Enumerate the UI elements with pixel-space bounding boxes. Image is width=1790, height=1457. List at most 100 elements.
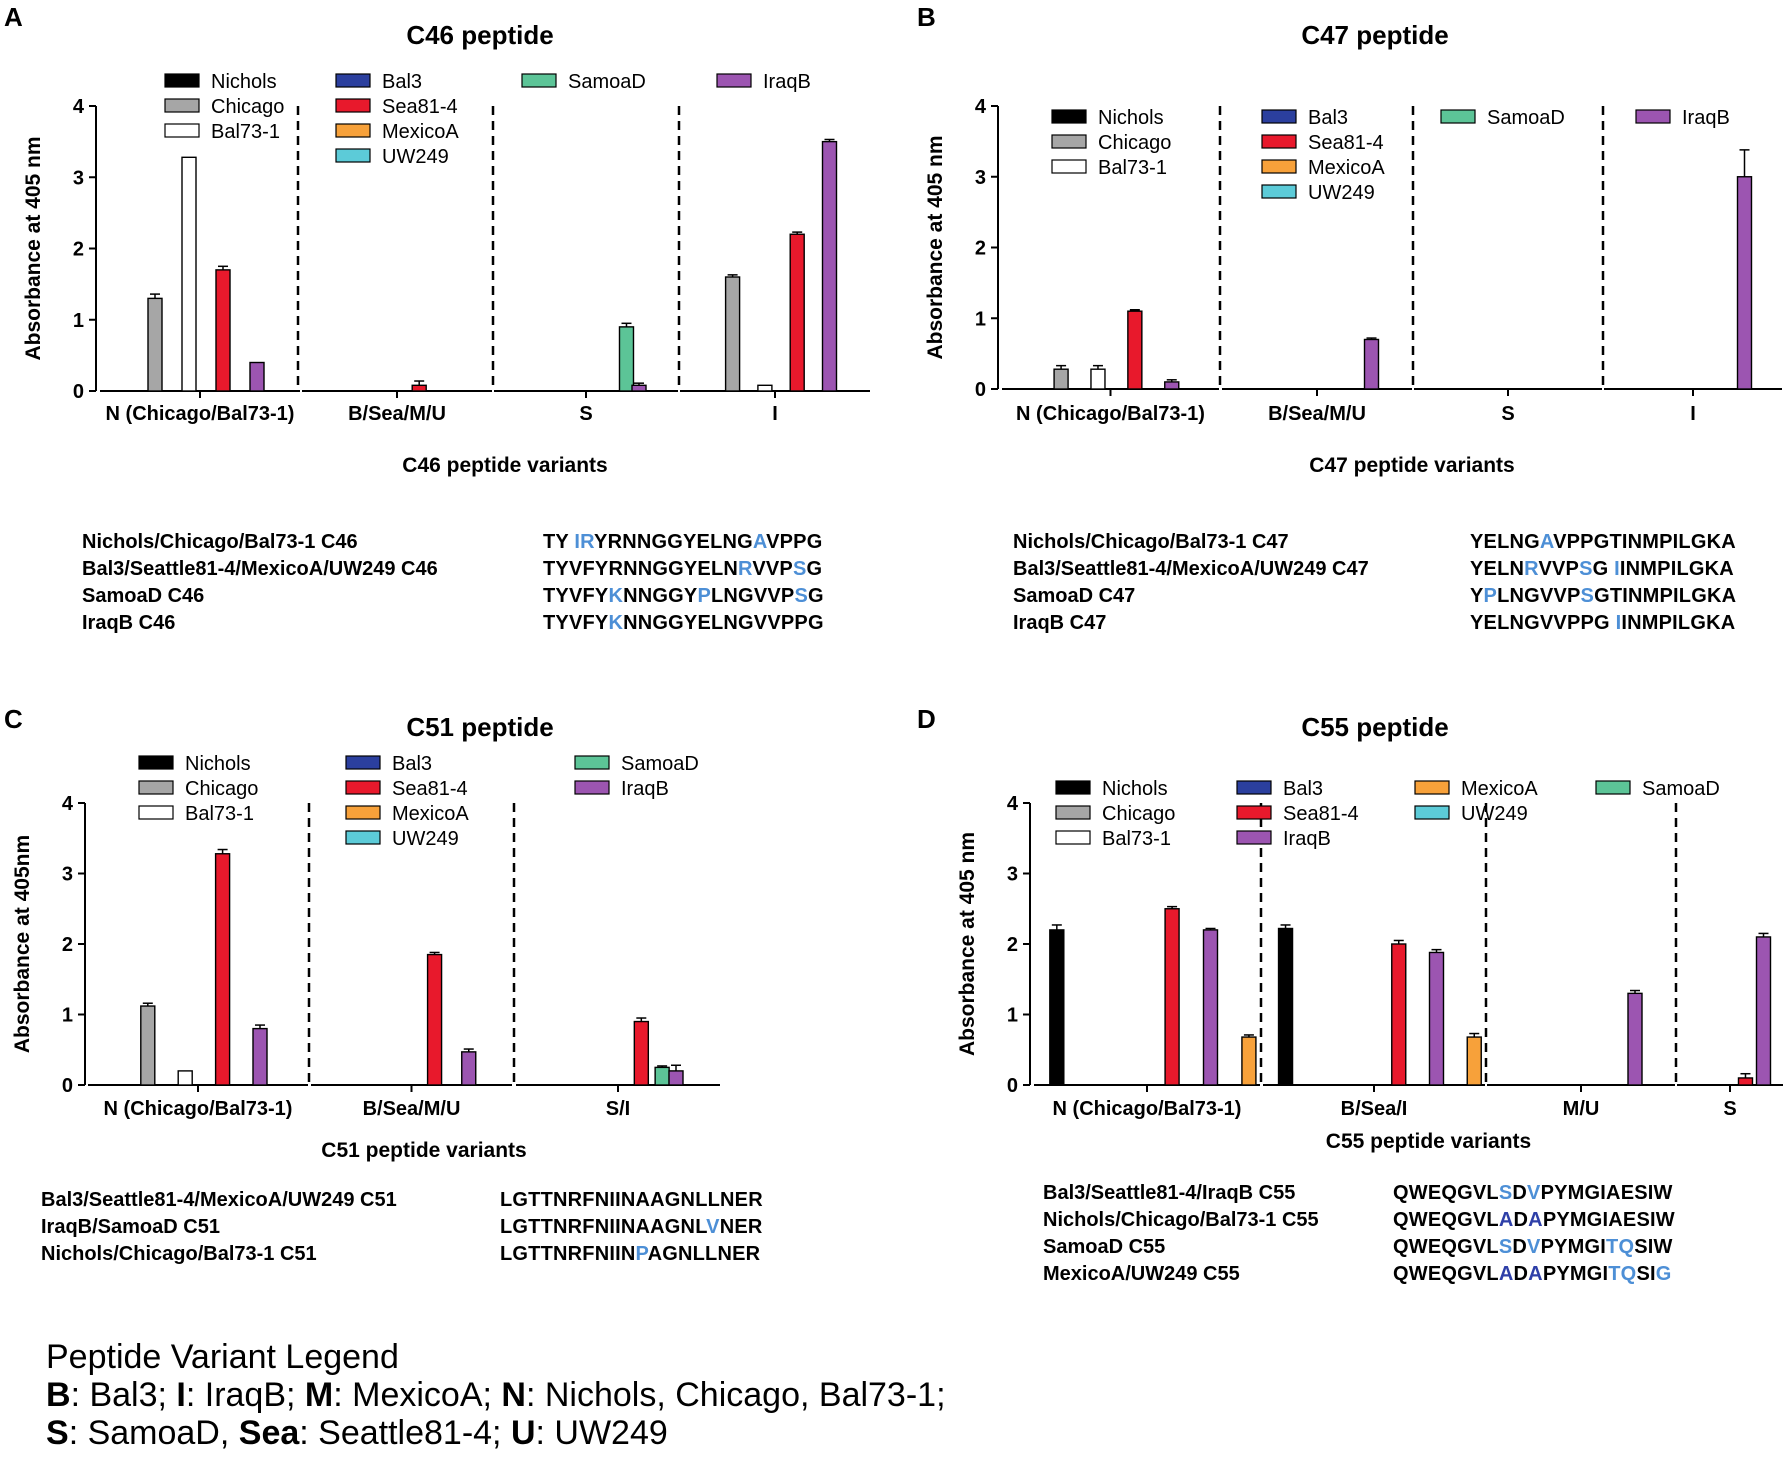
bar-sea81-4 bbox=[1391, 943, 1407, 1086]
panel-letter: C bbox=[4, 704, 23, 734]
bar-chicago bbox=[140, 1005, 156, 1086]
legend-code: Sea bbox=[238, 1414, 300, 1452]
variant-legend-title: Peptide Variant Legend bbox=[46, 1338, 399, 1376]
bar-sea81-4 bbox=[633, 1020, 650, 1086]
sequence-segment: NNGGY bbox=[623, 585, 698, 607]
bar-sea81-4 bbox=[1127, 310, 1143, 390]
x-tick-label: N (Chicago/Bal73-1) bbox=[1053, 1098, 1242, 1120]
legend-swatch-samoad bbox=[1595, 780, 1631, 795]
sequence-highlight: G bbox=[1655, 1263, 1672, 1285]
x-axis-label: C47 peptide variants bbox=[1309, 454, 1514, 477]
legend-label: Bal73-1 bbox=[185, 803, 254, 825]
bar-iraqb bbox=[1164, 381, 1180, 390]
legend-swatch-bal73-1 bbox=[1051, 159, 1087, 174]
sequence-row: IraqB C47 YELNGVVPPG IINMPILGKA bbox=[895, 610, 1790, 637]
x-tick-label: S bbox=[579, 403, 592, 425]
panel-letter: D bbox=[917, 704, 936, 734]
sequence-segment: TYVFY bbox=[543, 585, 609, 607]
sequence-highlight: A bbox=[1498, 1263, 1514, 1285]
legend-label: UW249 bbox=[1461, 803, 1528, 825]
chart-c51: C51 peptide 0 1 2 3 4 Absorbance at 405nm N (Ch… bbox=[11, 712, 720, 1162]
sequence-highlight: S bbox=[1579, 558, 1593, 580]
sequence-highlight: P bbox=[697, 585, 711, 607]
sequence-segment: LGTTNRFNIINAAGNL bbox=[500, 1216, 707, 1238]
legend-label: IraqB bbox=[763, 71, 811, 93]
sequence-name: MexicoA/UW249 C55 bbox=[1043, 1263, 1240, 1285]
legend-text: : Bal3; bbox=[70, 1376, 177, 1414]
x-tick-label: N (Chicago/Bal73-1) bbox=[106, 403, 295, 425]
legend-swatch-iraqb bbox=[574, 780, 610, 795]
sequence-row: MexicoA/UW249 C55 QWEQGVLADAPYMGITQSIG bbox=[895, 1261, 1790, 1288]
legend-swatch-bal3 bbox=[1261, 109, 1297, 124]
legend-swatch-sea81-4 bbox=[1236, 805, 1272, 820]
sequence-highlight: R bbox=[1524, 558, 1539, 580]
legend-swatch-chicago bbox=[1055, 805, 1091, 820]
y-tick-label: 0 bbox=[975, 379, 986, 401]
y-axis-label: Absorbance at 405 nm bbox=[924, 135, 947, 359]
bar-iraqb bbox=[1428, 951, 1445, 1086]
sequence-highlight: I bbox=[1614, 558, 1620, 580]
legend-swatch-mexicoa bbox=[345, 805, 381, 820]
bar-iraqb bbox=[249, 361, 265, 392]
sequence-highlight: A bbox=[1539, 531, 1554, 553]
legend-label: Bal73-1 bbox=[1098, 157, 1167, 179]
sequence-name: Nichols/Chicago/Bal73-1 C55 bbox=[1043, 1209, 1319, 1231]
sequence-highlight: V bbox=[706, 1216, 720, 1238]
legend-swatch-nichols bbox=[164, 73, 200, 88]
bar-chicago bbox=[1053, 368, 1069, 390]
y-tick-label: 2 bbox=[975, 238, 986, 260]
sequence-text: TYVFYRNNGGYELNRVVPSG bbox=[543, 556, 822, 583]
variant-legend: Peptide Variant Legend B: Bal3; I: IraqB… bbox=[46, 1338, 946, 1452]
legend-label: Sea81-4 bbox=[382, 96, 458, 118]
sequence-segment: LNGVVP bbox=[711, 585, 795, 607]
y-tick-label: 4 bbox=[73, 96, 85, 118]
sequence-text: YPLNGVVPSGTINMPILGKA bbox=[1470, 583, 1736, 610]
sequence-segment: YRNNGGYELNG bbox=[594, 531, 753, 553]
sequence-text: TYVFYKNNGGYELNGVVPPG bbox=[543, 610, 824, 637]
x-tick-label: B/Sea/M/U bbox=[1268, 403, 1366, 425]
sequence-highlight: P bbox=[635, 1243, 648, 1265]
sequence-segment: PYMGIAESIW bbox=[1542, 1209, 1675, 1231]
sequence-name: Bal3/Seattle81-4/IraqB C55 bbox=[1043, 1182, 1296, 1204]
sequence-segment: LGTTNRFNIINAAGNLLNER bbox=[500, 1189, 763, 1211]
y-tick-label: 2 bbox=[62, 934, 73, 956]
legend-label: Chicago bbox=[185, 778, 258, 800]
x-tick-label: B/Sea/M/U bbox=[348, 403, 446, 425]
y-axis-label: Absorbance at 405 nm bbox=[956, 832, 979, 1056]
sequence-name: SamoaD C46 bbox=[82, 585, 205, 607]
sequence-segment: G bbox=[1592, 558, 1615, 580]
legend-code: U bbox=[510, 1414, 536, 1452]
sequence-row: Bal3/Seattle81-4/IraqB C55 QWEQGVLSDVPYMG… bbox=[895, 1180, 1790, 1207]
bar-bal73-1 bbox=[757, 384, 773, 392]
bar-sea81-4 bbox=[789, 233, 805, 392]
sequence-text: LGTTNRFNIINPAGNLLNER bbox=[500, 1241, 760, 1268]
x-tick-label: N (Chicago/Bal73-1) bbox=[1016, 403, 1205, 425]
panel-c: C C51 peptide 0 1 2 3 4 Absorbance at 405nm N (… bbox=[0, 690, 895, 1380]
sequence-highlight: P bbox=[1483, 585, 1498, 607]
bar-chicago bbox=[147, 297, 163, 392]
chart-title: C47 peptide bbox=[1301, 20, 1448, 50]
x-tick-label: B/Sea/M/U bbox=[363, 1098, 461, 1120]
sequence-segment: NER bbox=[719, 1216, 763, 1238]
legend-label: MexicoA bbox=[392, 803, 469, 825]
sequence-name: IraqB C46 bbox=[82, 612, 176, 634]
sequence-segment: Y bbox=[1470, 585, 1484, 607]
legend-swatch-mexicoa bbox=[335, 123, 371, 138]
bar-chicago bbox=[724, 276, 741, 392]
x-axis-label: C51 peptide variants bbox=[321, 1139, 526, 1162]
sequence-highlight: S bbox=[792, 558, 807, 580]
sequence-highlight: V bbox=[1527, 1182, 1541, 1204]
legend-swatch-bal73-1 bbox=[138, 805, 174, 820]
legend-label: Bal3 bbox=[382, 71, 422, 93]
bar-sea81-4 bbox=[426, 953, 443, 1086]
sequence-segment: QWEQGVL bbox=[1393, 1236, 1499, 1258]
sequence-text: TY IRYRNNGGYELNGAVPPG bbox=[543, 529, 822, 556]
sequence-highlight: IR bbox=[574, 531, 595, 553]
x-axis-label: C46 peptide variants bbox=[402, 454, 607, 477]
sequence-segment: QWEQGVL bbox=[1393, 1182, 1499, 1204]
x-tick-label: S bbox=[1501, 403, 1514, 425]
legend-label: IraqB bbox=[1682, 107, 1730, 129]
sequence-text: QWEQGVLSDVPYMGITQSIW bbox=[1393, 1234, 1673, 1261]
bar-bal73-1 bbox=[1090, 368, 1106, 390]
legend-label: SamoaD bbox=[621, 753, 699, 775]
